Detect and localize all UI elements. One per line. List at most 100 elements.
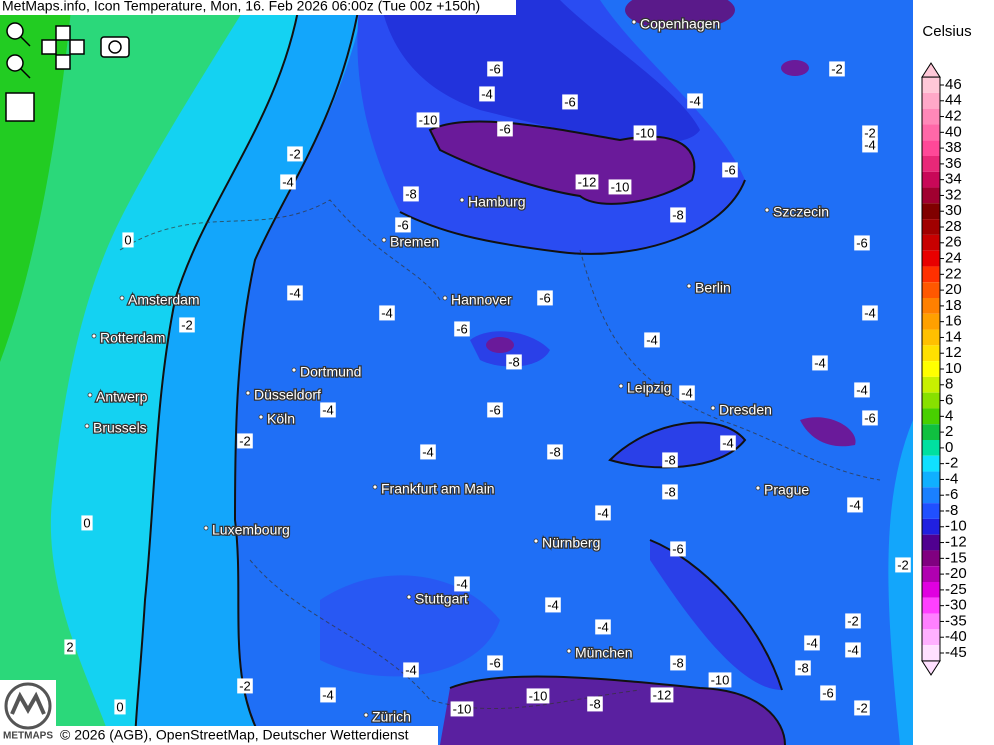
contour-label: -2 <box>239 678 251 693</box>
contour-label: 2 <box>66 639 73 654</box>
contour-label: -4 <box>681 385 693 400</box>
contour-label: -2 <box>847 613 859 628</box>
legend-swatch <box>922 408 940 425</box>
contour-label: -6 <box>397 217 409 232</box>
legend-tick-label: 20 <box>945 281 962 298</box>
contour-label-box <box>845 642 861 658</box>
contour-label-box <box>862 137 878 153</box>
zoom-out[interactable] <box>6 54 24 72</box>
contour-label-box <box>420 444 436 460</box>
city-marker <box>91 333 97 339</box>
contour-label-box <box>287 285 303 301</box>
pan-left[interactable] <box>41 39 57 55</box>
contour-label-box <box>403 662 419 678</box>
pan-down[interactable] <box>55 54 71 70</box>
contour-label: -10 <box>419 112 438 127</box>
contour-label-box <box>633 125 657 141</box>
contour-label: -4 <box>864 137 876 152</box>
contour-label: -4 <box>422 444 434 459</box>
contour-label: -6 <box>864 410 876 425</box>
contour-label-box <box>845 613 861 629</box>
contour-label: -10 <box>636 125 655 140</box>
contour-label-box <box>237 433 253 449</box>
contour-label-box <box>122 232 134 248</box>
contour-label: -6 <box>564 94 576 109</box>
legend-tick-label: 6 <box>945 392 953 409</box>
legend-swatch <box>922 313 940 330</box>
legend-swatch <box>922 518 940 535</box>
contour-label-box <box>114 699 126 715</box>
pan-up[interactable] <box>55 25 71 41</box>
legend-swatch <box>922 566 940 582</box>
legend-swatch <box>922 124 940 141</box>
title-box <box>0 0 516 15</box>
contour-label-box <box>595 619 611 635</box>
legend-tick-label: -25 <box>945 581 967 598</box>
contour-label: 0 <box>124 232 131 247</box>
contour-label-box <box>320 687 336 703</box>
legend-swatch <box>922 92 940 109</box>
map-controls[interactable] <box>5 22 130 122</box>
legend-tick-label: 8 <box>945 376 953 393</box>
legend-swatch <box>922 645 940 661</box>
contour-label: -4 <box>405 662 417 677</box>
logo: METMAPS <box>0 680 56 745</box>
contour-label: -10 <box>711 672 730 687</box>
contour-label: -8 <box>797 660 809 675</box>
contour-label: -4 <box>814 355 826 370</box>
contour-label: -12 <box>653 687 672 702</box>
city-name: Berlin <box>695 280 731 296</box>
legend-swatch <box>922 234 940 251</box>
contour-label-box <box>820 685 836 701</box>
pan-right[interactable] <box>69 39 85 55</box>
legend-tick-label: -12 <box>945 534 967 551</box>
contour-label: -4 <box>381 305 393 320</box>
contour-label: -8 <box>508 354 520 369</box>
city-marker <box>363 712 369 718</box>
contour-label: -10 <box>611 179 630 194</box>
legend-tick-label: -20 <box>945 565 967 582</box>
contour-label-box <box>280 174 296 190</box>
city-marker <box>84 423 90 429</box>
contour-label-box <box>670 207 686 223</box>
contour-label-box <box>575 174 599 190</box>
contour-label: 0 <box>83 515 90 530</box>
contour-label-box <box>804 635 820 651</box>
contour-label-box <box>587 696 603 712</box>
contour-label: -4 <box>856 382 868 397</box>
legend-tick-label: 46 <box>945 76 962 93</box>
legend-swatch <box>922 187 940 204</box>
legend-tick-label: 0 <box>945 439 953 456</box>
city-name: Dortmund <box>300 364 361 380</box>
contour-label-box <box>708 672 732 688</box>
city-marker <box>258 414 264 420</box>
city-name: Leipzig <box>627 380 671 396</box>
legend-swatch <box>922 203 940 220</box>
contour-label: -8 <box>672 207 684 222</box>
city-name: Copenhagen <box>640 16 720 32</box>
fullscreen-button[interactable] <box>5 92 35 122</box>
contour-label: -2 <box>831 61 843 76</box>
contour-label: -10 <box>529 688 548 703</box>
contour-label: -12 <box>578 174 597 189</box>
contour-label-box <box>479 86 495 102</box>
zoom-in[interactable] <box>6 22 24 40</box>
contour-label: -4 <box>689 93 701 108</box>
legend-tick-label: 16 <box>945 313 962 330</box>
contour-label-box <box>403 186 419 202</box>
contour-label: -8 <box>405 186 417 201</box>
city-name: Bremen <box>390 234 439 250</box>
city-marker <box>459 197 465 203</box>
legend-swatch <box>922 77 940 93</box>
legend: Celsius 46444240383634323028262422201816… <box>921 23 972 676</box>
contour-label-box <box>547 444 563 460</box>
legend-tick-label: -45 <box>945 644 967 661</box>
contour-label-box <box>862 305 878 321</box>
contour-label-box <box>562 94 578 110</box>
legend-tick-label: 12 <box>945 344 962 361</box>
contour-label-box <box>450 701 474 717</box>
legend-tick-label: 2 <box>945 423 953 440</box>
legend-swatch <box>922 329 940 346</box>
legend-swatch <box>922 171 940 188</box>
